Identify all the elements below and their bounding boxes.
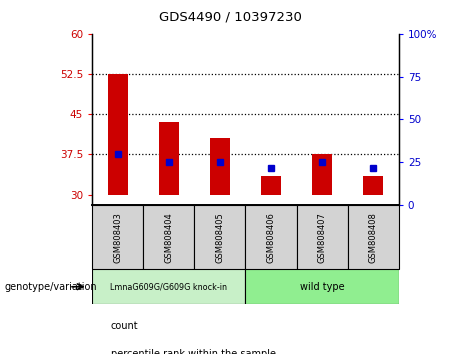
Bar [159, 122, 179, 195]
Bar [195, 205, 245, 269]
Text: GSM808405: GSM808405 [215, 212, 225, 263]
Text: wild type: wild type [300, 282, 344, 292]
Text: GSM808404: GSM808404 [164, 212, 173, 263]
Bar [107, 74, 128, 195]
Text: percentile rank within the sample: percentile rank within the sample [111, 349, 276, 354]
Bar [261, 176, 281, 195]
Bar [312, 154, 332, 195]
Bar [245, 269, 399, 304]
Text: GDS4490 / 10397230: GDS4490 / 10397230 [159, 11, 302, 24]
Bar [143, 205, 195, 269]
Text: GSM808406: GSM808406 [266, 212, 276, 263]
Bar [296, 205, 348, 269]
Text: GSM808408: GSM808408 [369, 212, 378, 263]
Bar [92, 269, 245, 304]
Bar [348, 205, 399, 269]
Bar [245, 205, 296, 269]
Text: genotype/variation: genotype/variation [5, 282, 97, 292]
Bar [363, 176, 384, 195]
Text: count: count [111, 321, 138, 331]
Bar [92, 205, 143, 269]
Text: GSM808407: GSM808407 [318, 212, 327, 263]
Text: LmnaG609G/G609G knock-in: LmnaG609G/G609G knock-in [110, 282, 227, 291]
Text: GSM808403: GSM808403 [113, 212, 122, 263]
Bar [210, 138, 230, 195]
